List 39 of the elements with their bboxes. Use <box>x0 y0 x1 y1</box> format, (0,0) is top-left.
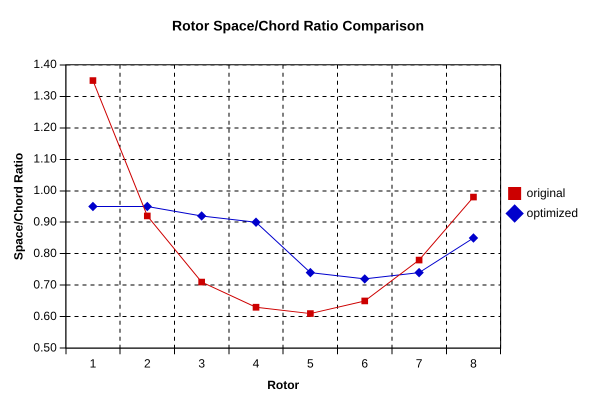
y-tick-label: 1.40 <box>33 57 58 72</box>
point <box>307 310 314 317</box>
x-tick-label: 1 <box>90 356 97 371</box>
point <box>198 278 205 286</box>
point <box>88 202 98 211</box>
point <box>416 256 422 264</box>
legend-label: original <box>526 186 566 200</box>
x-tick-label: 6 <box>361 356 368 371</box>
x-axis-title: Rotor <box>267 378 300 392</box>
y-tick-label: 0.50 <box>33 340 58 355</box>
x-tick-label: 3 <box>198 356 206 371</box>
point <box>414 268 424 278</box>
legend-label: optimized <box>526 206 578 220</box>
y-tick-label: 0.90 <box>33 214 58 229</box>
point <box>142 202 152 211</box>
y-tick-label: 0.80 <box>33 246 58 260</box>
y-tick-label: 1.30 <box>33 88 58 103</box>
point <box>144 212 151 220</box>
point <box>197 211 206 220</box>
y-tick-label: 1.10 <box>33 152 58 166</box>
x-tick-label: 7 <box>416 356 423 371</box>
x-tick-label: 8 <box>470 356 478 371</box>
y-tick-label: 0.60 <box>33 309 58 324</box>
y-tick-label: 1.00 <box>33 183 58 198</box>
y-tick-label: 1.20 <box>33 120 58 134</box>
x-tick-label: 5 <box>307 356 314 371</box>
y-axis-title: Space/Chord Ratio <box>12 152 26 260</box>
point <box>90 77 96 84</box>
chart-title: Rotor Space/Chord Ratio Comparison <box>172 17 424 34</box>
y-tick-label: 0.70 <box>33 278 58 292</box>
point <box>252 304 260 311</box>
point <box>360 274 370 284</box>
point <box>470 194 477 200</box>
x-tick-label: 4 <box>252 356 260 371</box>
point <box>468 233 478 242</box>
point <box>252 218 261 227</box>
point <box>361 298 368 304</box>
x-tick-label: 2 <box>144 356 151 371</box>
point <box>306 268 315 278</box>
